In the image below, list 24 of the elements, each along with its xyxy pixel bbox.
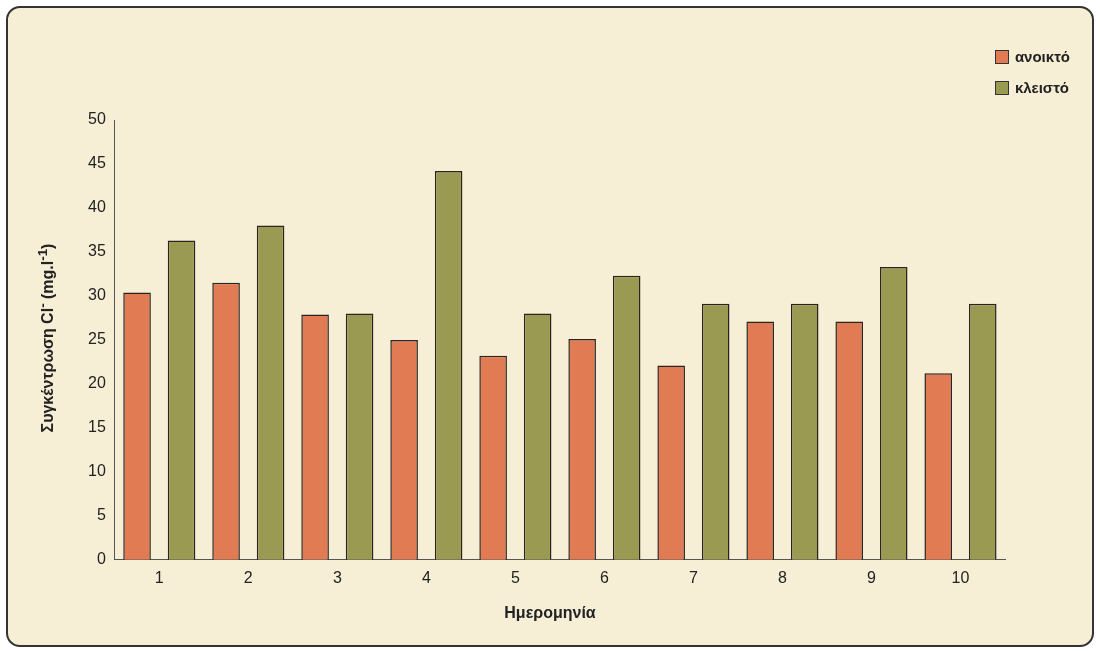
y-tick-label: 45 <box>88 154 106 172</box>
y-tick-label: 25 <box>88 330 106 348</box>
x-tick-label: 4 <box>421 568 431 586</box>
y-tick-label: 15 <box>88 418 106 436</box>
x-tick-label: 6 <box>599 568 609 586</box>
legend-label: κλειστό <box>1014 79 1069 96</box>
y-tick-label: 10 <box>88 462 106 480</box>
y-tick-label: 0 <box>96 550 106 568</box>
y-tick-label: 5 <box>96 506 106 524</box>
x-tick-label: 2 <box>243 568 253 586</box>
x-tick-label: 7 <box>688 568 698 586</box>
x-tick-label: 8 <box>778 568 787 586</box>
legend-label: ανοικτό <box>1014 48 1070 65</box>
x-axis-title: Ημερομηνία <box>503 604 597 622</box>
x-tick-label: 5 <box>510 568 520 586</box>
x-tick-label: 10 <box>951 568 970 586</box>
x-tick-label: 3 <box>332 568 342 586</box>
y-tick-label: 50 <box>88 110 106 128</box>
y-tick-label: 20 <box>88 374 106 392</box>
y-tick-label: 30 <box>88 286 106 304</box>
y-tick-label: 40 <box>88 198 106 216</box>
x-tick-label: 1 <box>154 568 164 586</box>
y-tick-label: 35 <box>88 242 106 260</box>
x-tick-label: 9 <box>867 568 877 586</box>
